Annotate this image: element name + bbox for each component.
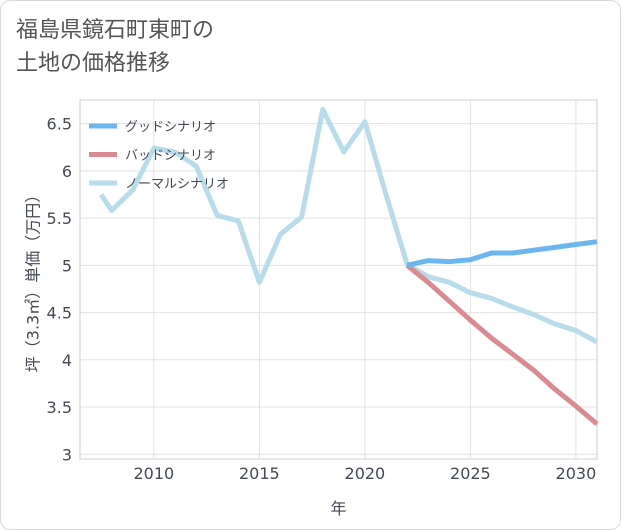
y-tick-label: 6 xyxy=(62,162,72,181)
y-tick-label: 5.5 xyxy=(47,209,72,228)
y-tick-label: 4.5 xyxy=(47,304,72,323)
series-line-0 xyxy=(406,239,598,268)
legend-label-1: バッドシナリオ xyxy=(125,149,216,164)
x-axis-ticks: 2010 2015 2020 2025 2030 xyxy=(133,464,596,483)
x-tick-label: 2015 xyxy=(239,464,280,483)
plot-frame xyxy=(79,99,598,460)
x-tick-label: 2020 xyxy=(345,464,386,483)
y-axis-ticks: 3 3.5 4 4.5 5 5.5 6 6.5 xyxy=(47,115,72,465)
grid xyxy=(80,100,597,459)
y-axis-label: 坪（3.3㎡）単価（万円） xyxy=(24,187,43,372)
y-tick-label: 6.5 xyxy=(47,115,72,134)
x-tick-label: 2025 xyxy=(450,464,491,483)
legend-label-2: ノーマルシナリオ xyxy=(125,177,229,192)
y-tick-label: 3 xyxy=(62,445,72,464)
x-tick-label: 2010 xyxy=(133,464,174,483)
x-tick-label: 2030 xyxy=(556,464,597,483)
legend-label-0: グッドシナリオ xyxy=(125,120,216,135)
y-tick-label: 4 xyxy=(62,351,72,370)
y-tick-label: 3.5 xyxy=(47,398,72,417)
chart-title: 福島県鏡石町東町の 土地の価格推移 xyxy=(16,18,215,76)
x-axis-label: 年 xyxy=(330,499,346,518)
y-tick-label: 5 xyxy=(62,256,72,275)
series-line-2 xyxy=(99,106,599,345)
series-layer xyxy=(99,106,599,426)
series-line-1 xyxy=(405,263,599,426)
